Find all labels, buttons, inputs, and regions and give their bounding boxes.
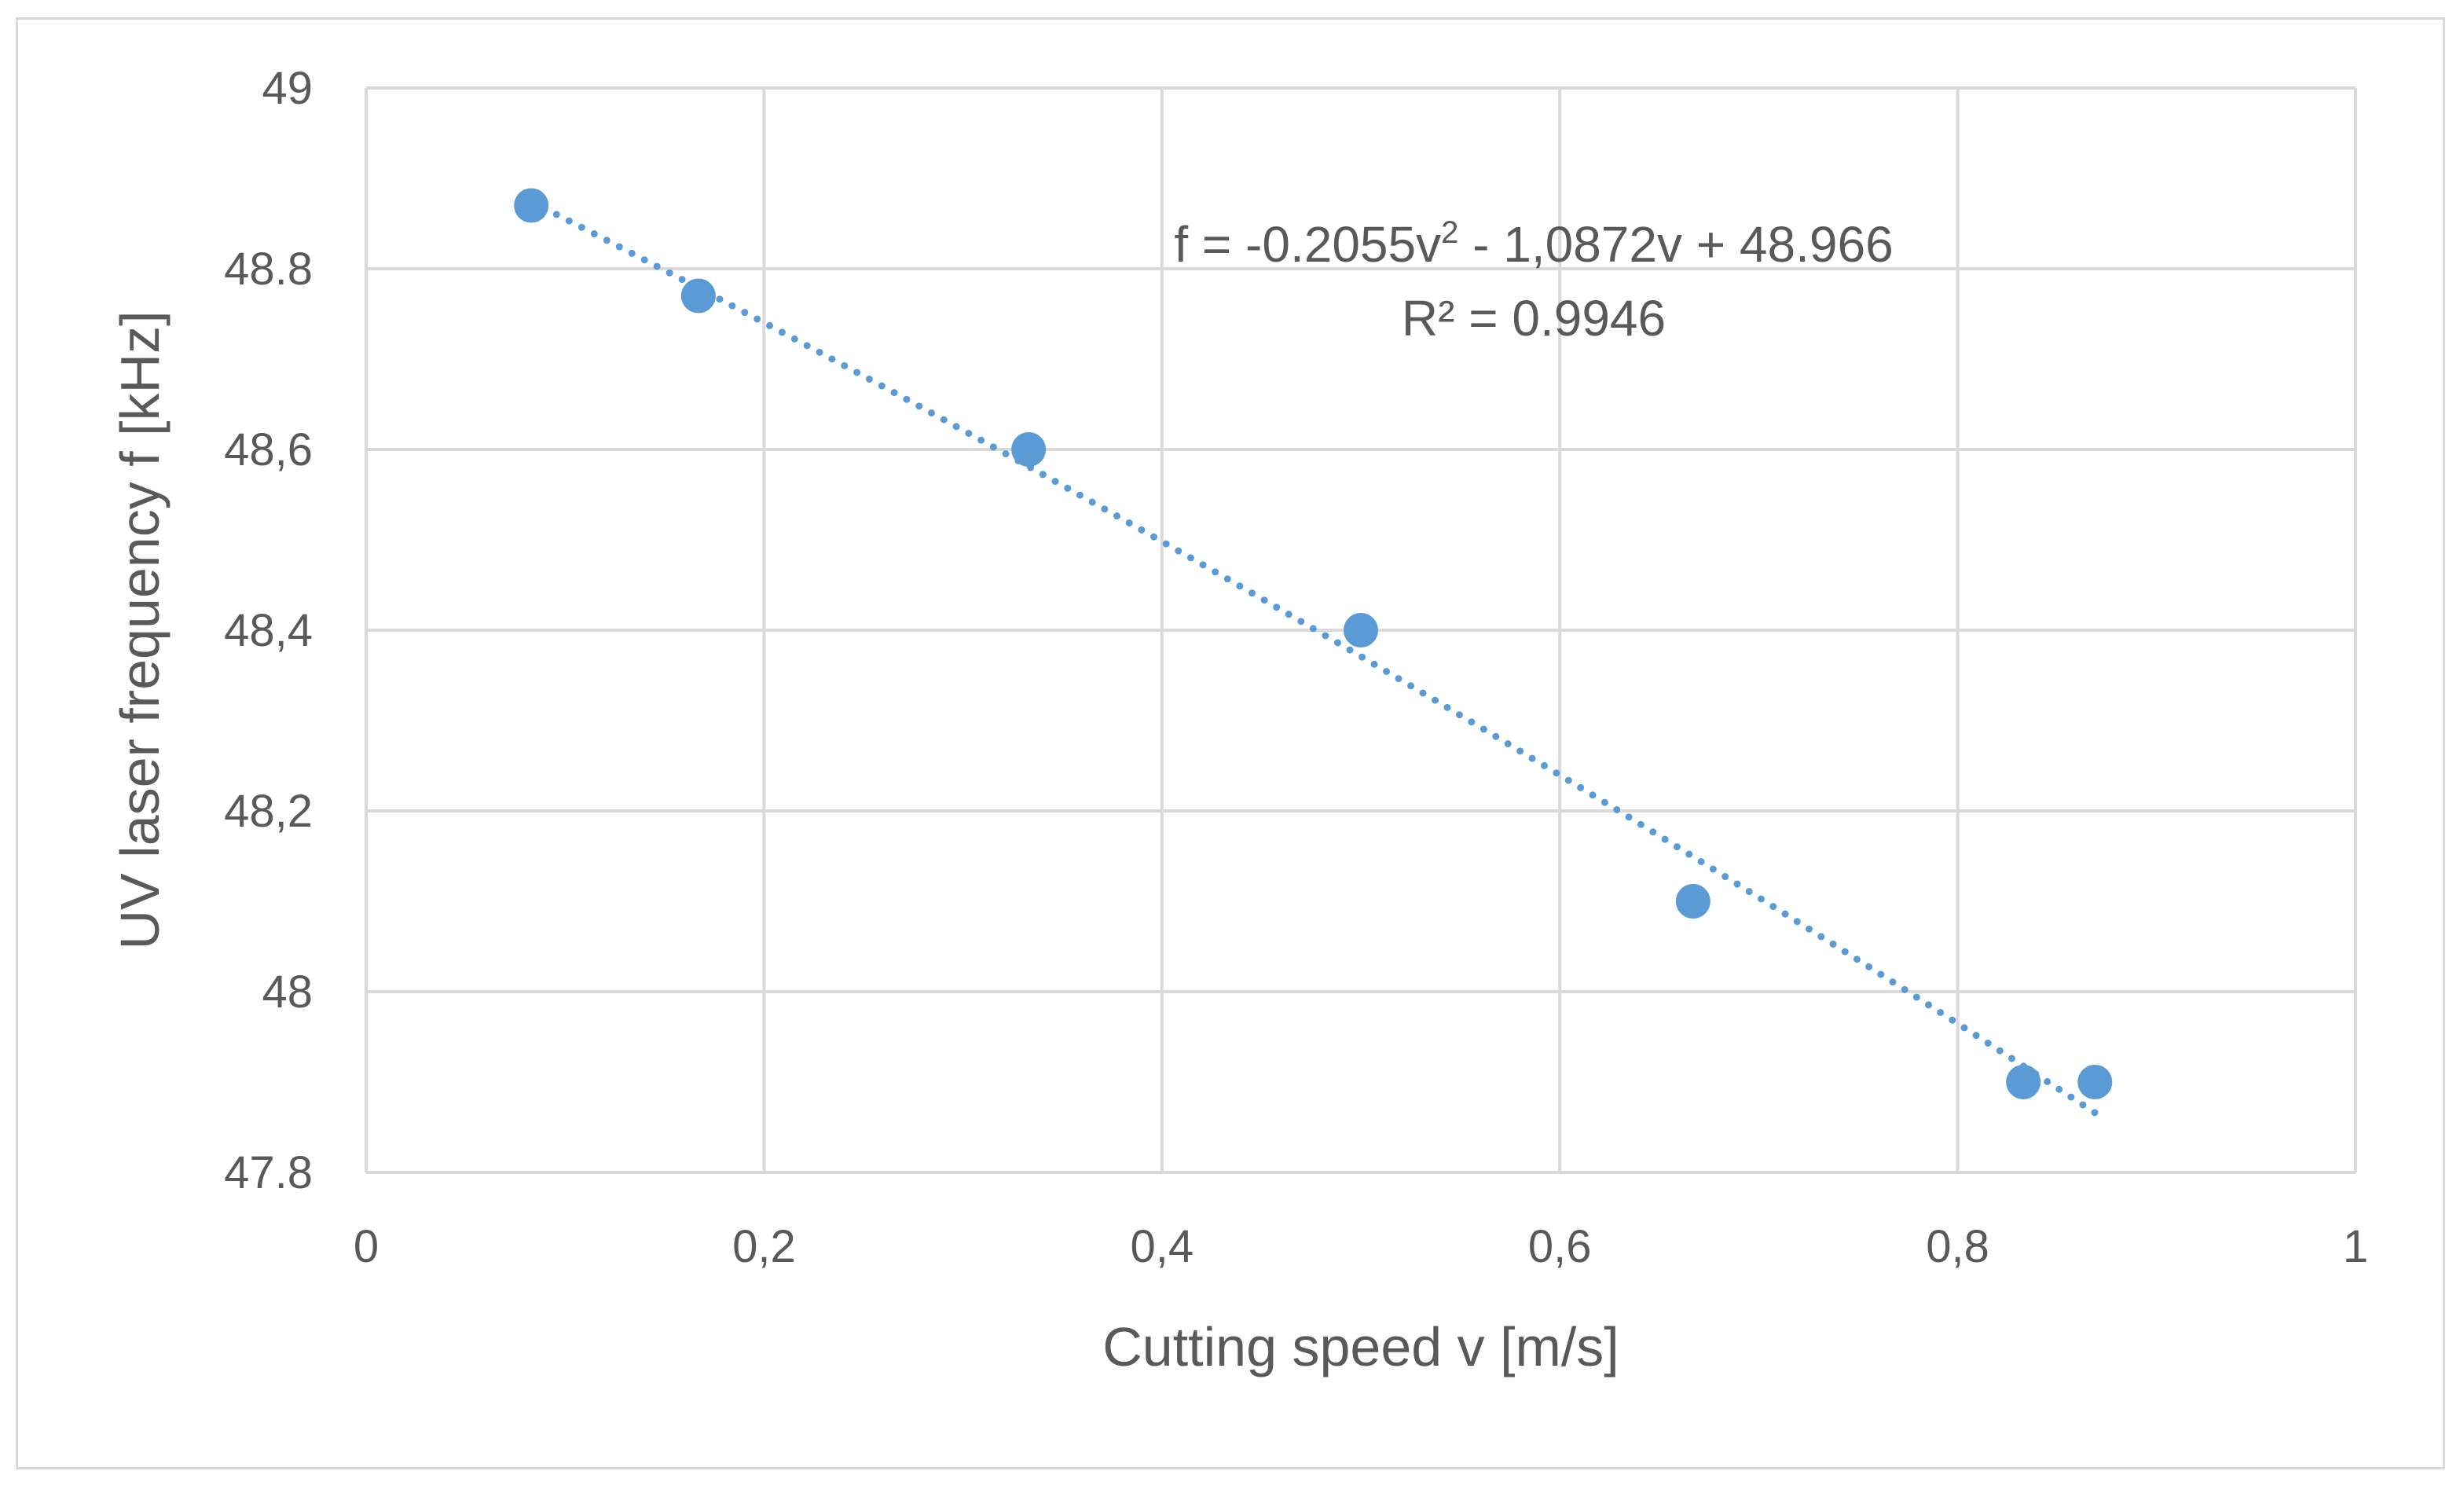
data-point: [2006, 1065, 2041, 1099]
y-axis-title: UV laser frequency f [kHz]: [109, 310, 170, 949]
y-tick-label: 48.8: [224, 244, 313, 295]
x-tick-label: 1: [2343, 1221, 2368, 1272]
y-tick-label: 49: [262, 63, 313, 114]
y-tick-label: 48,6: [224, 424, 313, 475]
chart-frame: [16, 17, 2445, 1469]
data-point: [680, 278, 716, 314]
tick-labels: 0 0,2 0,4 0,6 0,8 1 47.8 48 48,2 48,4 48,6 48.8 49: [224, 63, 2368, 1272]
trendline: [527, 198, 2099, 1117]
x-tick-label: 0: [354, 1221, 379, 1272]
data-point: [1675, 884, 1710, 919]
x-tick-label: 0,2: [732, 1221, 796, 1272]
x-tick-label: 0,4: [1130, 1221, 1194, 1272]
x-tick-label: 0,8: [1926, 1221, 1989, 1272]
data-point: [1344, 613, 1378, 647]
r-squared-label: R² = 0.9946: [1402, 290, 1666, 347]
y-tick-label: 48,2: [224, 786, 313, 837]
y-tick-label: 48: [262, 967, 313, 1018]
data-point: [1011, 432, 1047, 467]
x-tick-label: 0,6: [1528, 1221, 1592, 1272]
data-point: [514, 188, 549, 223]
data-point: [2077, 1065, 2113, 1099]
trendline-group: [527, 198, 2099, 1117]
y-tick-label: 47.8: [224, 1147, 313, 1198]
data-points: [514, 188, 2113, 1099]
y-tick-label: 48,4: [224, 605, 313, 656]
trendline-equation: f = -0.2055v2 - 1,0872v + 48.966: [1174, 215, 1893, 273]
x-axis-title: Cutting speed v [m/s]: [1102, 1316, 1619, 1377]
